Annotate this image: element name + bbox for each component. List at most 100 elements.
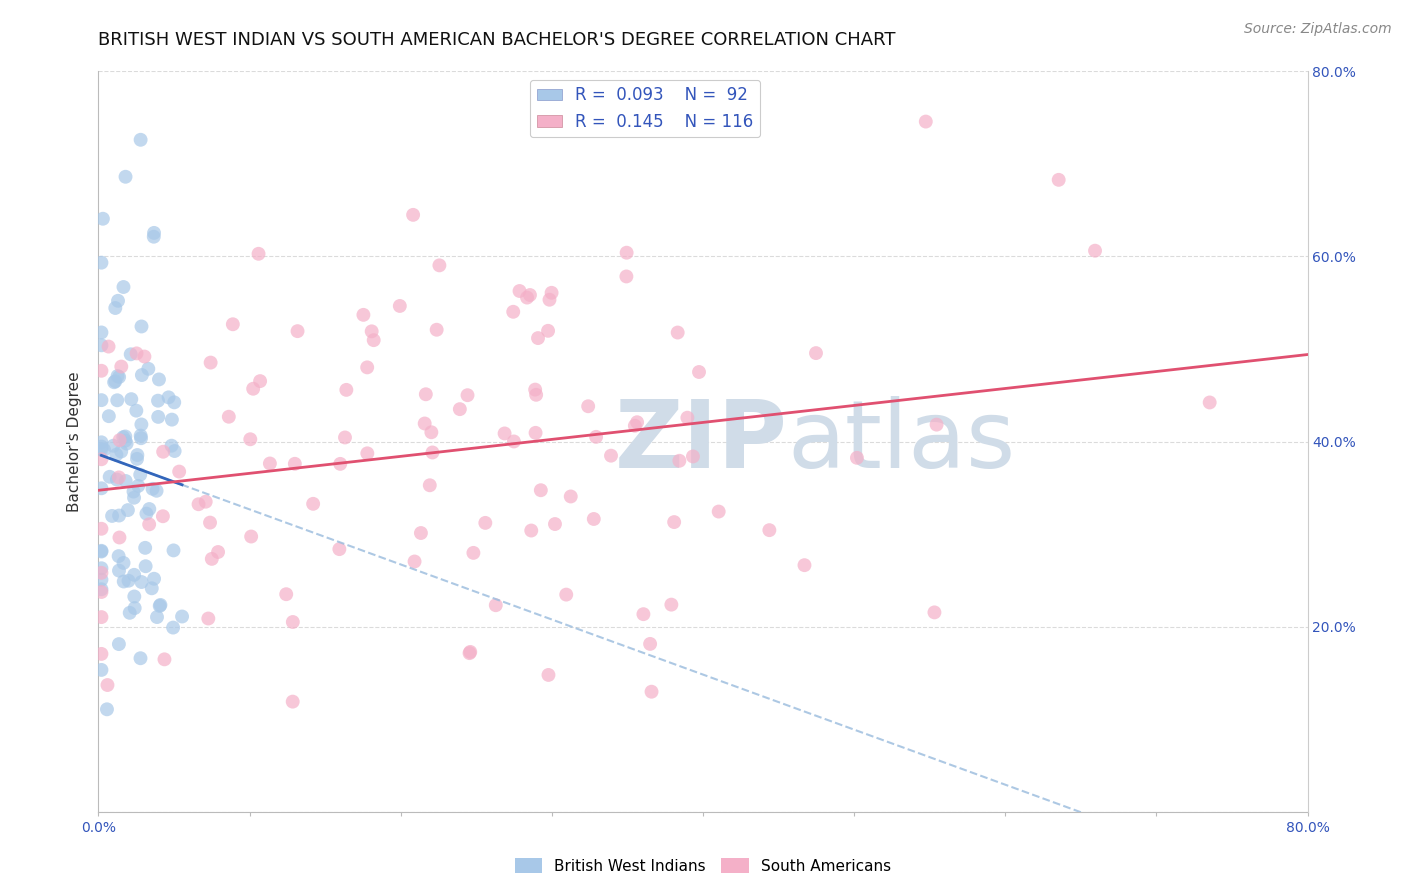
Point bbox=[804, 346, 827, 360]
Point bbox=[582, 512, 605, 526]
Point bbox=[281, 615, 304, 629]
Point bbox=[131, 319, 153, 334]
Point bbox=[287, 324, 309, 338]
Point bbox=[108, 470, 131, 484]
Point bbox=[524, 425, 547, 440]
Point bbox=[624, 418, 647, 433]
Point bbox=[281, 695, 304, 709]
Point bbox=[122, 491, 145, 505]
Point bbox=[585, 430, 607, 444]
Point bbox=[108, 637, 131, 651]
Point bbox=[419, 478, 441, 492]
Point bbox=[90, 610, 112, 624]
Point bbox=[120, 347, 142, 361]
Point bbox=[668, 454, 690, 468]
Point bbox=[138, 517, 160, 532]
Point bbox=[145, 483, 167, 498]
Point bbox=[134, 350, 156, 364]
Point bbox=[107, 549, 129, 563]
Point bbox=[388, 299, 411, 313]
Point bbox=[142, 229, 165, 244]
Point bbox=[201, 552, 224, 566]
Point bbox=[90, 481, 112, 495]
Point bbox=[163, 444, 186, 458]
Point bbox=[98, 470, 121, 484]
Point bbox=[688, 365, 710, 379]
Point bbox=[458, 646, 481, 660]
Point bbox=[122, 484, 145, 499]
Point bbox=[105, 473, 128, 487]
Point bbox=[90, 522, 112, 536]
Point bbox=[90, 435, 112, 450]
Point bbox=[544, 516, 567, 531]
Point bbox=[114, 434, 136, 448]
Point bbox=[146, 610, 169, 624]
Point bbox=[117, 503, 139, 517]
Legend: British West Indians, South Americans: British West Indians, South Americans bbox=[509, 852, 897, 880]
Point bbox=[112, 430, 135, 444]
Point bbox=[125, 451, 148, 466]
Point bbox=[194, 494, 217, 508]
Point bbox=[600, 449, 623, 463]
Point bbox=[463, 546, 485, 560]
Point bbox=[616, 245, 638, 260]
Point bbox=[420, 425, 443, 440]
Point bbox=[149, 598, 172, 612]
Point bbox=[170, 609, 193, 624]
Point bbox=[240, 529, 263, 543]
Point bbox=[457, 388, 479, 402]
Point bbox=[200, 355, 222, 369]
Point bbox=[135, 559, 157, 574]
Point bbox=[363, 333, 385, 347]
Point bbox=[207, 545, 229, 559]
Point bbox=[90, 647, 112, 661]
Point bbox=[1198, 395, 1220, 409]
Point bbox=[110, 444, 132, 458]
Point bbox=[90, 442, 112, 457]
Point bbox=[328, 542, 350, 557]
Point bbox=[120, 392, 142, 406]
Point bbox=[494, 426, 516, 441]
Point bbox=[846, 450, 869, 465]
Point bbox=[409, 526, 432, 541]
Point bbox=[284, 457, 307, 471]
Point bbox=[474, 516, 496, 530]
Point bbox=[117, 574, 139, 588]
Point bbox=[131, 574, 153, 589]
Point bbox=[138, 502, 160, 516]
Point bbox=[538, 293, 561, 307]
Y-axis label: Bachelor's Degree: Bachelor's Degree bbox=[67, 371, 83, 512]
Point bbox=[90, 393, 112, 408]
Point bbox=[125, 346, 148, 360]
Point bbox=[576, 399, 599, 413]
Point bbox=[540, 285, 562, 300]
Point bbox=[925, 417, 948, 432]
Point bbox=[129, 467, 152, 482]
Text: BRITISH WEST INDIAN VS SOUTH AMERICAN BACHELOR'S DEGREE CORRELATION CHART: BRITISH WEST INDIAN VS SOUTH AMERICAN BA… bbox=[98, 31, 896, 49]
Point bbox=[239, 432, 262, 446]
Point bbox=[524, 388, 547, 402]
Point bbox=[90, 255, 112, 269]
Point bbox=[503, 434, 526, 449]
Point bbox=[90, 338, 112, 352]
Point bbox=[197, 611, 219, 625]
Point bbox=[131, 368, 153, 382]
Point bbox=[122, 567, 145, 582]
Text: Source: ZipAtlas.com: Source: ZipAtlas.com bbox=[1244, 22, 1392, 37]
Point bbox=[707, 504, 730, 518]
Point bbox=[527, 331, 550, 345]
Point bbox=[413, 417, 436, 431]
Point bbox=[333, 430, 356, 444]
Point bbox=[96, 702, 118, 716]
Point bbox=[108, 531, 131, 545]
Point bbox=[187, 497, 209, 511]
Point bbox=[112, 280, 135, 294]
Point bbox=[114, 474, 136, 488]
Point bbox=[90, 543, 112, 558]
Point bbox=[758, 523, 780, 537]
Point bbox=[143, 226, 166, 240]
Point bbox=[537, 324, 560, 338]
Point bbox=[356, 360, 378, 375]
Point bbox=[793, 558, 815, 573]
Point bbox=[524, 383, 547, 397]
